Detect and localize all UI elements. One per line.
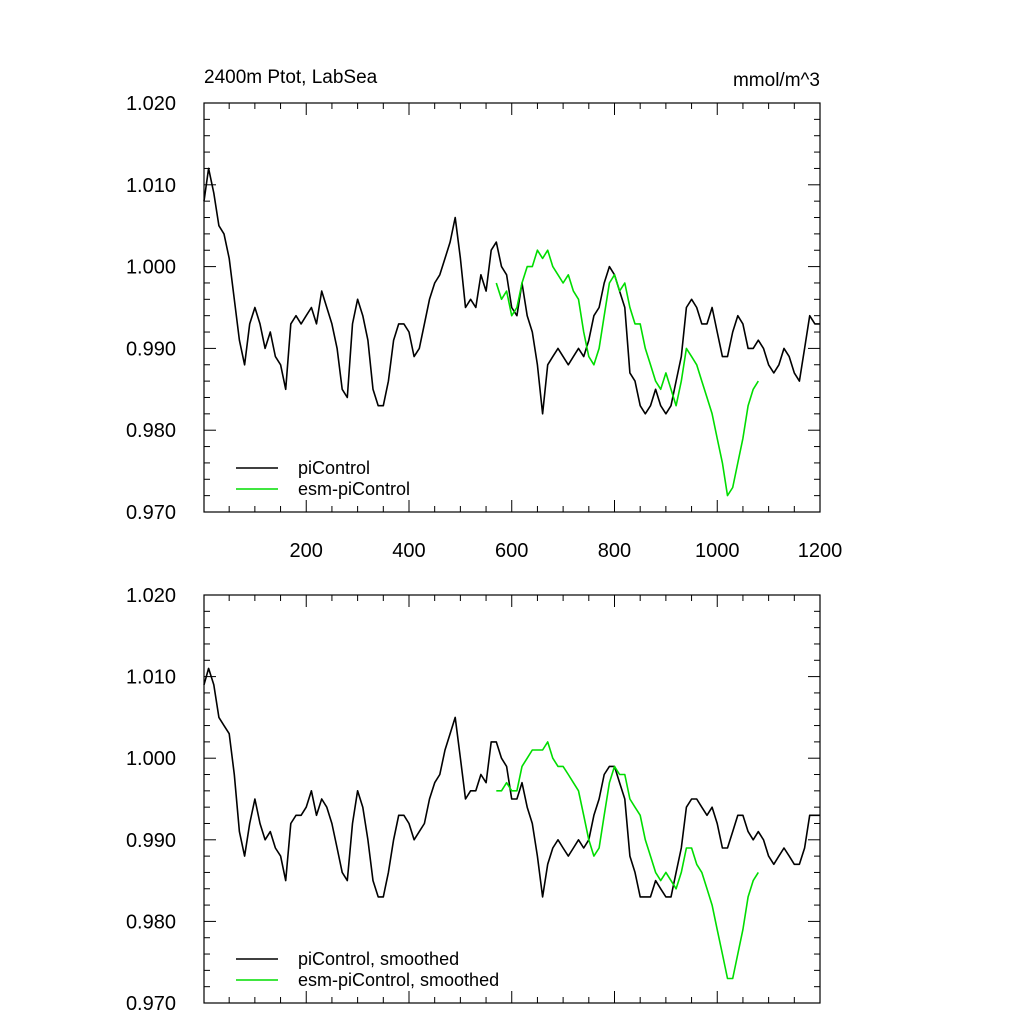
legend-label: piControl, smoothed <box>298 949 459 969</box>
y-tick-label: 0.990 <box>126 338 176 360</box>
x-tick-label: 1200 <box>798 540 843 562</box>
y-tick-label: 1.000 <box>126 748 176 770</box>
legend-label: esm-piControl, smoothed <box>298 970 499 990</box>
series-line-picontrol <box>203 167 820 415</box>
y-tick-label: 1.010 <box>126 175 176 197</box>
x-tick-label: 1000 <box>695 540 740 562</box>
y-tick-label: 1.010 <box>126 667 176 689</box>
y-tick-label: 0.980 <box>126 420 176 442</box>
series-line-esm-picontrol <box>495 249 759 497</box>
y-tick-label: 1.020 <box>126 585 176 607</box>
panel-bottom: 0.970 0.980 0.990 1.000 1.010 1.020 piControl,… <box>126 585 821 1015</box>
series-line-esm-picontrol <box>496 741 759 980</box>
y-tick-label: 0.980 <box>126 911 176 933</box>
x-tick-label: 400 <box>392 540 425 562</box>
legend-label: piControl <box>298 458 370 478</box>
legend-label: esm-piControl <box>298 479 410 499</box>
x-tick-label: 600 <box>495 540 528 562</box>
panel-top: 0.970 0.980 0.990 1.000 1.010 1.020 200 400 600 8… <box>126 93 842 562</box>
y-tick-label: 0.970 <box>126 502 176 524</box>
y-tick-label: 1.020 <box>126 93 176 115</box>
x-tick-label: 200 <box>290 540 323 562</box>
y-tick-label: 0.970 <box>126 993 176 1015</box>
series-line-picontrol <box>203 667 820 898</box>
figure-title: 2400m Ptot, LabSea <box>204 67 378 88</box>
x-tick-label: 800 <box>598 540 631 562</box>
y-tick-label: 1.000 <box>126 257 176 279</box>
figure-units: mmol/m^3 <box>733 70 820 91</box>
y-tick-label: 0.990 <box>126 830 176 852</box>
